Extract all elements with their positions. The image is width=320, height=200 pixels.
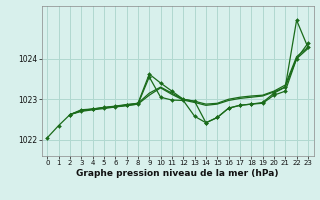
- X-axis label: Graphe pression niveau de la mer (hPa): Graphe pression niveau de la mer (hPa): [76, 169, 279, 178]
